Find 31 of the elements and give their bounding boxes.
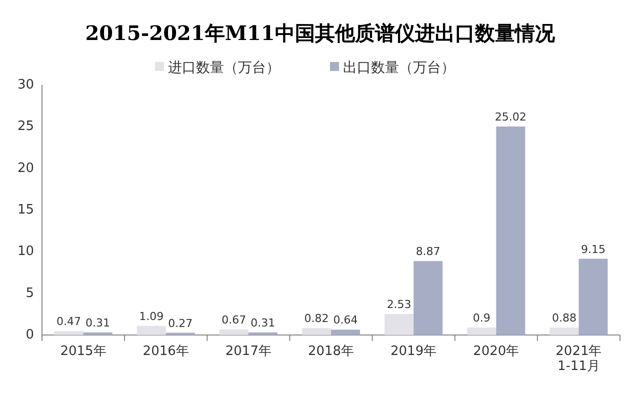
data-label: 0.82	[304, 312, 329, 326]
x-tick-label: 2019年	[390, 344, 437, 359]
y-tick-label: 0	[26, 328, 34, 342]
legend-label: 出口数量（万台）	[343, 60, 455, 76]
x-tick-label: 2016年	[142, 344, 189, 359]
y-tick-label: 25	[17, 119, 34, 134]
x-tick-label: 2021年 1-11月	[556, 344, 602, 374]
y-tick-label: 20	[17, 160, 34, 176]
data-label: 9.15	[580, 242, 606, 256]
data-label: 0.9	[472, 312, 490, 324]
data-label: 2.53	[386, 298, 412, 311]
x-tick-label: 2020年	[473, 344, 520, 359]
y-tick-label: 10	[17, 244, 34, 260]
data-label: 0.27	[168, 316, 193, 330]
data-label: 0.67	[222, 313, 246, 326]
data-label: 8.87	[416, 245, 440, 258]
data-label: 0.31	[86, 316, 110, 330]
y-tick-label: 15	[17, 202, 34, 218]
x-tick-label: 2015年	[60, 344, 106, 359]
y-tick-label: 30	[17, 78, 34, 92]
chart-title: 2015-2021年M11中国其他质谱仪进出口数量情况	[85, 21, 556, 45]
data-label: 1.09	[139, 310, 164, 323]
y-tick-label: 5	[26, 286, 34, 301]
data-label: 0.64	[333, 314, 358, 327]
data-label: 0.88	[552, 312, 576, 325]
x-tick-label: 2018年	[308, 344, 354, 359]
x-tick-label: 2017年	[225, 344, 272, 359]
data-label: 0.31	[250, 316, 276, 330]
legend-label: 进口数量（万台）	[168, 60, 280, 76]
data-label: 25.02	[494, 110, 526, 124]
data-label: 0.47	[56, 315, 82, 328]
